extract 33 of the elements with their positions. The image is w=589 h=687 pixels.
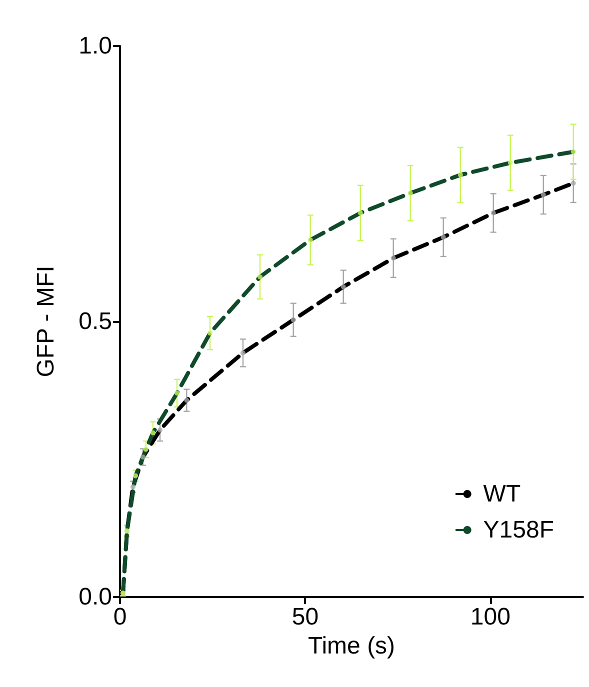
point xyxy=(408,190,413,196)
point xyxy=(240,350,246,356)
y-tick-label: 0.0 xyxy=(78,584,112,610)
point xyxy=(158,428,163,433)
x-axis-title: Time (s) xyxy=(308,632,396,660)
point xyxy=(308,237,313,242)
y-tick-label: 1.0 xyxy=(78,32,112,60)
point xyxy=(140,454,146,460)
x-tick-label: 50 xyxy=(292,604,319,630)
point xyxy=(258,274,263,280)
point xyxy=(358,210,363,216)
point xyxy=(490,210,496,216)
point xyxy=(570,149,576,154)
point xyxy=(174,390,180,396)
point xyxy=(340,284,346,290)
point xyxy=(150,430,156,436)
point xyxy=(458,172,463,178)
point xyxy=(130,484,136,490)
point xyxy=(184,398,190,403)
point xyxy=(290,317,296,322)
x-tick-label: 0 xyxy=(113,604,127,630)
point xyxy=(390,256,396,261)
legend-label: WT xyxy=(483,480,521,508)
legend-label: Y158F xyxy=(483,516,554,544)
point xyxy=(143,446,148,452)
point xyxy=(133,473,138,478)
y-axis-title: GFP - MFI xyxy=(32,266,60,378)
x-tick-label: 100 xyxy=(470,604,510,630)
point xyxy=(508,160,513,166)
point xyxy=(208,330,213,336)
point xyxy=(440,234,446,240)
y-tick-label: 0.5 xyxy=(78,308,112,335)
point xyxy=(540,192,546,198)
